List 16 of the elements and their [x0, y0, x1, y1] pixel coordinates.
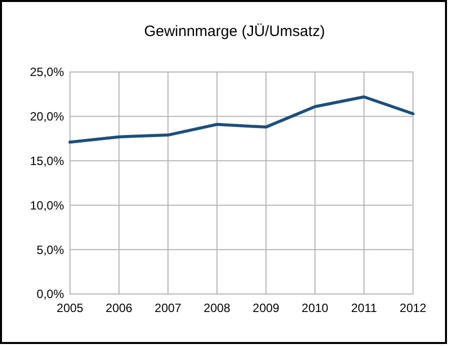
y-tick-label: 25,0% — [30, 65, 64, 80]
x-tick-label: 2005 — [56, 301, 84, 315]
y-tick-label: 0,0% — [36, 287, 64, 302]
x-tick-label: 2012 — [400, 301, 427, 315]
y-tick-label: 20,0% — [30, 110, 64, 124]
y-tick-label: 5,0% — [36, 242, 64, 257]
y-tick-label: 10,0% — [30, 198, 64, 212]
line-series — [68, 95, 414, 144]
x-tick-label: 2007 — [154, 301, 182, 315]
x-tick-label: 2011 — [351, 301, 378, 315]
x-tick-label: 2008 — [204, 301, 231, 315]
x-tick-label: 2009 — [252, 301, 280, 315]
chart-title: Gewinnmarge (JÜ/Umsatz) — [144, 23, 325, 40]
y-tick-label: 15,0% — [30, 154, 64, 168]
x-tick-label: 2010 — [302, 301, 329, 315]
x-tick-label: 2006 — [106, 301, 133, 315]
